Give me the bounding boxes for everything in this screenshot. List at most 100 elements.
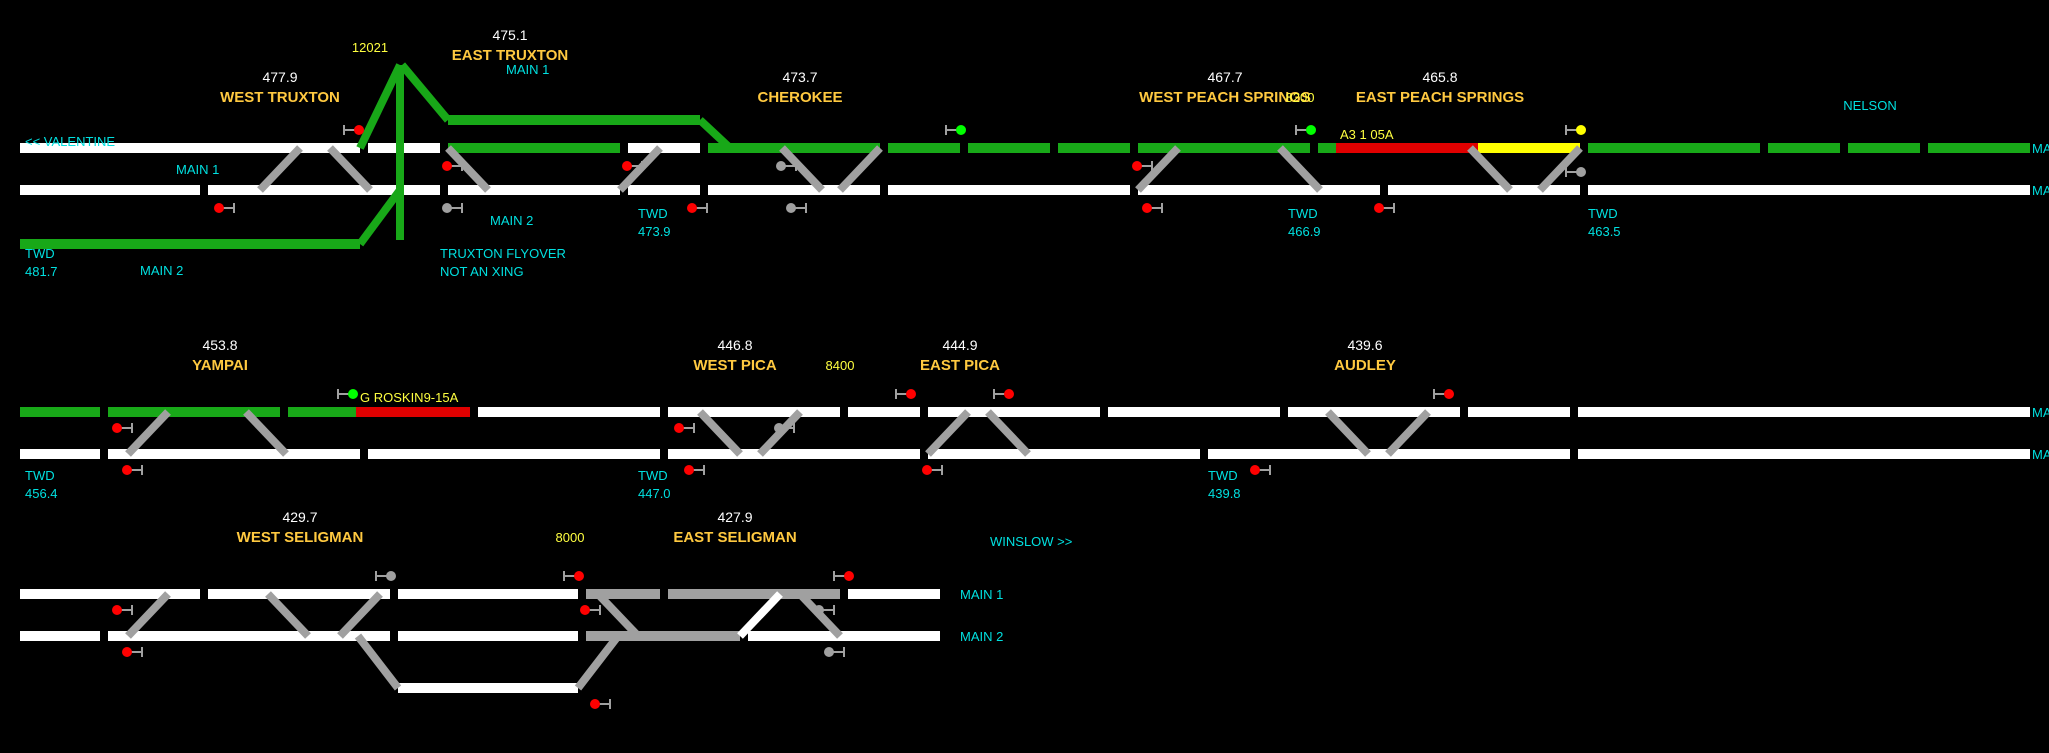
signal[interactable] [834, 571, 854, 581]
crossover[interactable] [1280, 148, 1320, 190]
station-name: NELSON [1843, 98, 1896, 113]
signal[interactable] [590, 699, 610, 709]
crossover[interactable] [448, 148, 488, 190]
station-milepost: 453.8 [202, 337, 237, 353]
train-id: 8000 [556, 530, 585, 545]
signal[interactable] [1566, 167, 1586, 177]
signal[interactable] [1374, 203, 1394, 213]
crossover[interactable] [1328, 412, 1368, 454]
signal[interactable] [442, 203, 462, 213]
crossover[interactable] [1470, 148, 1510, 190]
station-milepost: 439.6 [1347, 337, 1382, 353]
main2-label: MAIN 2 [140, 263, 183, 278]
crossover[interactable] [358, 636, 398, 688]
crossover[interactable] [246, 412, 286, 454]
station-name: WEST PICA [693, 357, 777, 374]
twd-label: TWD [638, 468, 668, 483]
twd-label: TWD [1588, 206, 1618, 221]
crossover[interactable] [128, 412, 168, 454]
crossover[interactable] [340, 594, 380, 636]
station-milepost: 429.7 [282, 509, 317, 525]
crossover[interactable] [1138, 148, 1178, 190]
signal[interactable] [112, 423, 132, 433]
signal[interactable] [376, 571, 396, 581]
crossover[interactable] [360, 65, 400, 148]
signal[interactable] [580, 605, 600, 615]
crossover[interactable] [260, 148, 300, 190]
crossover[interactable] [268, 594, 308, 636]
crossover[interactable] [578, 636, 618, 688]
signal[interactable] [684, 465, 704, 475]
crossover[interactable] [988, 412, 1028, 454]
crossover[interactable] [740, 594, 780, 636]
twd-label: 456.4 [25, 486, 58, 501]
signal[interactable] [338, 389, 358, 399]
signal[interactable] [687, 203, 707, 213]
station-name: EAST PICA [920, 357, 1000, 374]
signal[interactable] [896, 389, 916, 399]
signal[interactable] [1296, 125, 1316, 135]
crossover[interactable] [1388, 412, 1428, 454]
twd-label: TWD [1288, 206, 1318, 221]
crossover[interactable] [330, 148, 370, 190]
signal[interactable] [946, 125, 966, 135]
twd-label: 473.9 [638, 224, 671, 239]
main2-end: MAIN 2 [2032, 183, 2049, 198]
crossover[interactable] [840, 148, 880, 190]
main1-end: MAIN 1 [960, 587, 1003, 602]
station-milepost: 477.9 [262, 69, 297, 85]
station-milepost: 465.8 [1422, 69, 1457, 85]
note: NOT AN XING [440, 264, 524, 279]
main1-end: MAIN 1 [2032, 141, 2049, 156]
crossover[interactable] [128, 594, 168, 636]
station-name: CHEROKEE [757, 89, 842, 106]
station-name: AUDLEY [1334, 357, 1396, 374]
crossover[interactable] [1540, 148, 1580, 190]
station-name: EAST SELIGMAN [673, 529, 796, 546]
signal[interactable] [674, 423, 694, 433]
note: TRUXTON FLYOVER [440, 246, 566, 261]
train-id: 8200 [1286, 90, 1315, 105]
crossover[interactable] [700, 412, 740, 454]
crossover[interactable] [402, 65, 448, 120]
signal[interactable] [824, 647, 844, 657]
signal[interactable] [1434, 389, 1454, 399]
station-milepost: 444.9 [942, 337, 977, 353]
twd-label: TWD [1208, 468, 1238, 483]
edge-label-left: << VALENTINE [25, 134, 115, 149]
signal[interactable] [214, 203, 234, 213]
signal[interactable] [344, 125, 364, 135]
twd-label: TWD [25, 468, 55, 483]
signal[interactable] [112, 605, 132, 615]
station-milepost: 427.9 [717, 509, 752, 525]
signal[interactable] [1566, 125, 1586, 135]
signal[interactable] [122, 465, 142, 475]
signal[interactable] [122, 647, 142, 657]
station-milepost: 467.7 [1207, 69, 1242, 85]
twd-label: TWD [25, 246, 55, 261]
twd-label: TWD [638, 206, 668, 221]
signal[interactable] [786, 203, 806, 213]
main2-end: MAIN 2 [2032, 447, 2049, 462]
crossover[interactable] [928, 412, 968, 454]
twd-label: 463.5 [1588, 224, 1621, 239]
signal[interactable] [1142, 203, 1162, 213]
train-id: A3 1 05A [1340, 127, 1394, 142]
main1-label: MAIN 1 [506, 62, 549, 77]
signal[interactable] [1250, 465, 1270, 475]
signal[interactable] [1132, 161, 1152, 171]
station-name: WEST TRUXTON [220, 89, 340, 106]
station-name: EAST PEACH SPRINGS [1356, 89, 1524, 106]
signal[interactable] [994, 389, 1014, 399]
main1-end: MAIN 1 [2032, 405, 2049, 420]
train-id: 8400 [826, 358, 855, 373]
crossover[interactable] [360, 190, 400, 244]
twd-label: 466.9 [1288, 224, 1321, 239]
main2-end: MAIN 2 [960, 629, 1003, 644]
signal[interactable] [564, 571, 584, 581]
signal[interactable] [922, 465, 942, 475]
track-diagram: 475.1EAST TRUXTON477.9WEST TRUXTON473.7C… [0, 0, 2049, 753]
station-name: YAMPAI [192, 357, 248, 374]
crossover[interactable] [598, 594, 638, 636]
crossover[interactable] [782, 148, 822, 190]
